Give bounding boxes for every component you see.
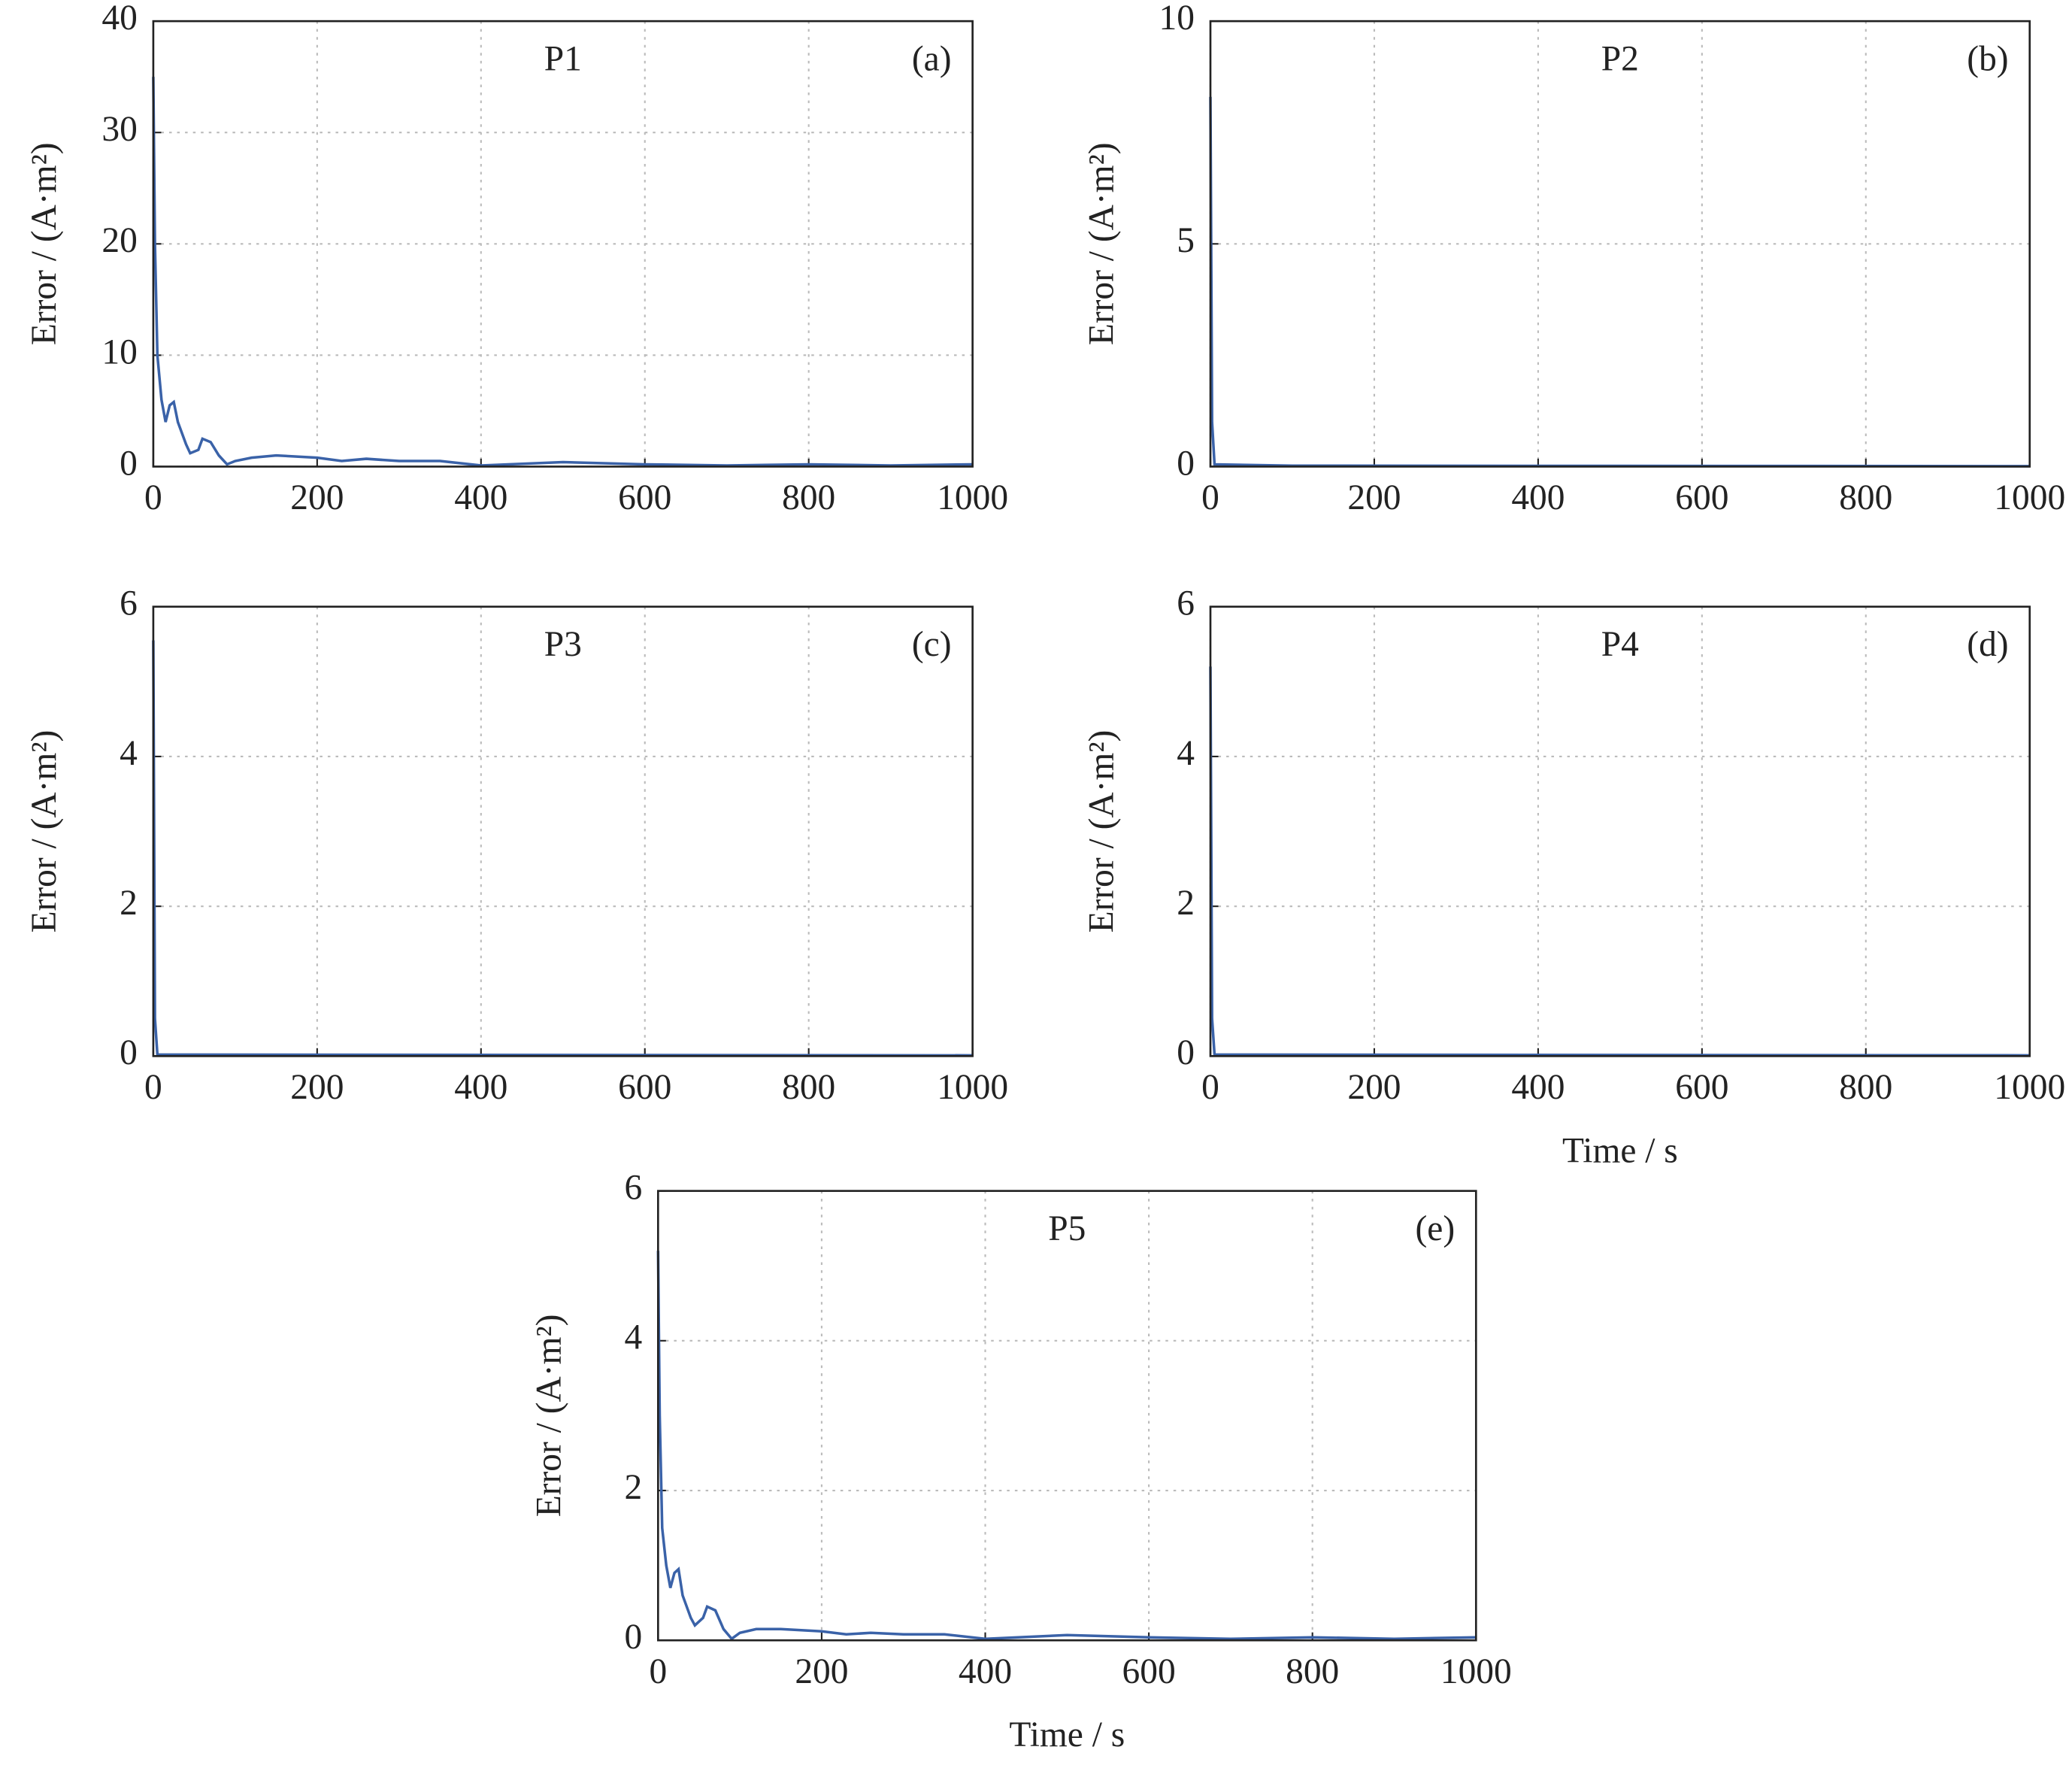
y-axis-label: Error / (A·m²) [530,1315,569,1518]
panel-label: (e) [1416,1209,1456,1248]
y-tick-label: 6 [625,1169,643,1208]
x-tick-label: 0 [649,1652,667,1691]
data-line [152,77,973,467]
plot-frame [657,1190,1477,1642]
plot-frame [1209,20,2031,468]
x-tick-label: 400 [454,1068,507,1107]
x-tick-label: 400 [454,478,507,517]
y-tick-label: 10 [1159,0,1194,38]
panel-label: (b) [1967,39,2008,78]
y-tick-label: 6 [120,584,138,623]
y-tick-label: 0 [625,1618,643,1657]
y-tick-label: 10 [101,332,137,371]
panel-title: P1 [544,39,582,78]
x-tick-label: 0 [144,478,162,517]
x-tick-label: 600 [1122,1652,1176,1691]
y-axis-label: Error / (A·m²) [1082,142,1121,345]
y-tick-label: 4 [1177,734,1195,773]
plot-frame [152,605,974,1057]
x-tick-label: 800 [782,1068,835,1107]
panel-title: P2 [1601,39,1639,78]
x-tick-label: 1000 [1994,478,2065,517]
x-tick-label: 400 [1511,1068,1565,1107]
x-tick-label: 1000 [937,1068,1008,1107]
y-tick-label: 2 [1177,884,1195,923]
x-tick-label: 200 [1347,478,1401,517]
x-axis-label: Time / s [1562,1131,1678,1170]
y-tick-label: 0 [1177,444,1195,483]
y-tick-label: 2 [625,1468,643,1507]
panel-label: (c) [912,625,952,664]
x-tick-label: 600 [618,1068,671,1107]
y-tick-label: 0 [120,444,138,483]
plot-frame [1209,605,2031,1057]
x-tick-label: 400 [959,1652,1012,1691]
panel-title: P5 [1048,1209,1086,1248]
y-tick-label: 20 [101,221,137,260]
y-tick-label: 2 [120,884,138,923]
x-tick-label: 0 [144,1068,162,1107]
x-tick-label: 800 [1286,1652,1339,1691]
y-axis-label: Error / (A·m²) [25,142,64,345]
x-axis-label: Time / s [1009,1715,1125,1754]
y-axis-label: Error / (A·m²) [1082,730,1121,933]
x-tick-label: 200 [795,1652,848,1691]
x-tick-label: 200 [290,478,344,517]
x-tick-label: 400 [1511,478,1565,517]
panel-title: P4 [1601,625,1639,664]
panel-label: (d) [1967,625,2008,664]
panel-title: P3 [544,625,582,664]
x-tick-label: 600 [618,478,671,517]
x-tick-label: 800 [782,478,835,517]
y-tick-label: 6 [1177,584,1195,623]
x-tick-label: 800 [1839,1068,1892,1107]
y-tick-label: 40 [101,0,137,38]
plot-area [153,606,973,1057]
x-tick-label: 800 [1839,478,1892,517]
y-tick-label: 4 [625,1318,643,1357]
plot-frame [152,20,974,468]
y-tick-label: 30 [101,110,137,149]
x-tick-label: 0 [1201,1068,1219,1107]
x-tick-label: 600 [1675,478,1728,517]
y-tick-label: 0 [120,1033,138,1072]
x-tick-label: 600 [1675,1068,1728,1107]
y-tick-label: 4 [120,734,138,773]
y-tick-label: 0 [1177,1033,1195,1072]
plot-area [153,21,973,467]
y-tick-label: 5 [1177,221,1195,260]
panel-label: (a) [912,39,952,78]
plot-area [658,1190,1477,1641]
x-tick-label: 0 [1201,478,1219,517]
x-tick-label: 200 [1347,1068,1401,1107]
x-tick-label: 1000 [1994,1068,2065,1107]
x-tick-label: 200 [290,1068,344,1107]
plot-area [1210,21,2030,467]
x-tick-label: 1000 [937,478,1008,517]
plot-area [1210,606,2030,1057]
y-axis-label: Error / (A·m²) [25,730,64,933]
data-line [656,1251,1477,1641]
x-tick-label: 1000 [1440,1652,1512,1691]
